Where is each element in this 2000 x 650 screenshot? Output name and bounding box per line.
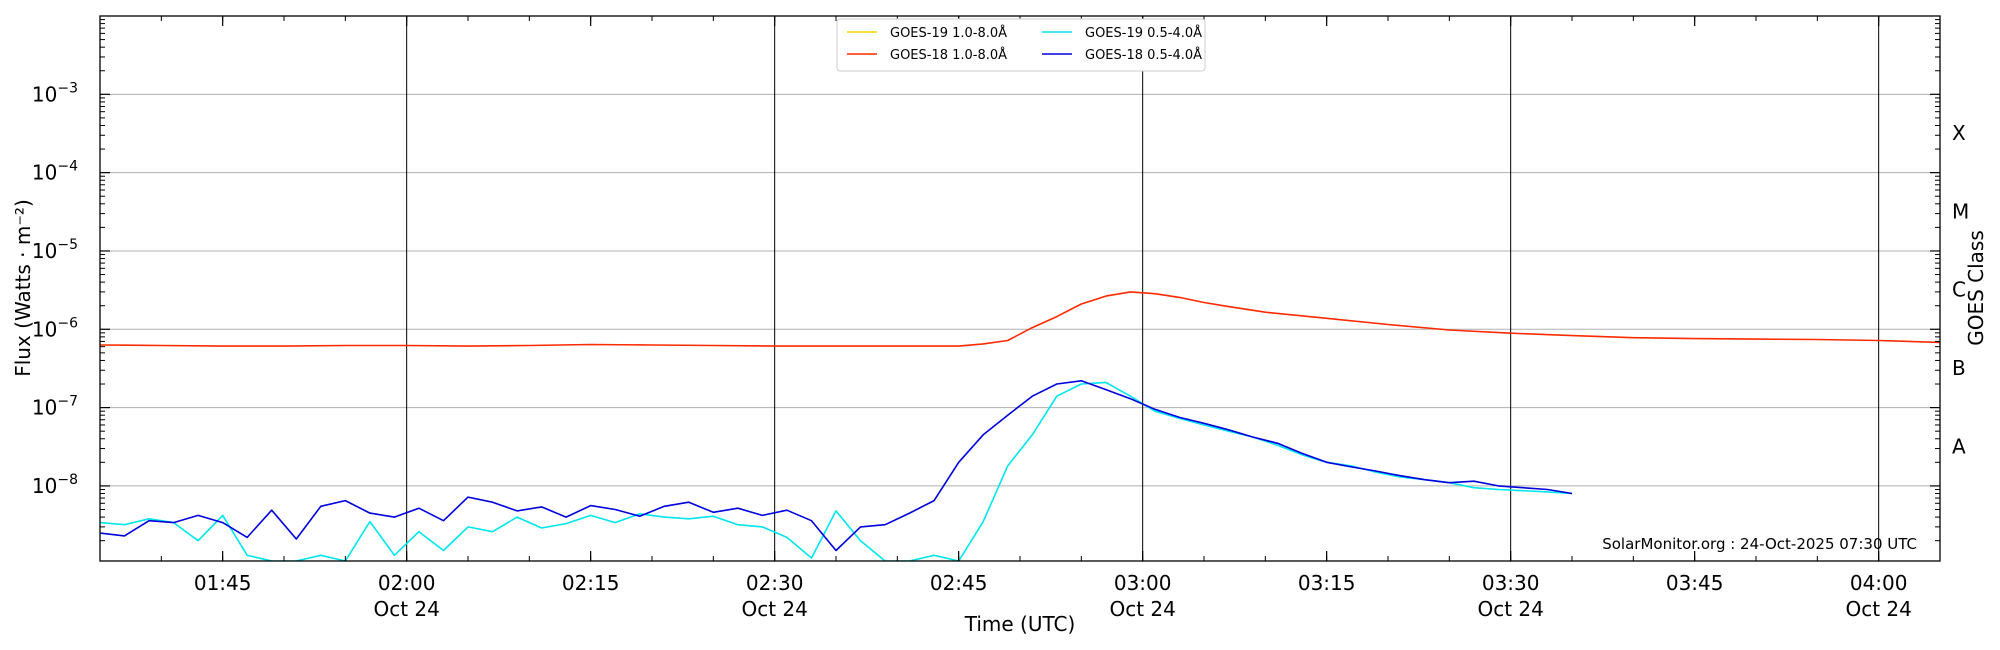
- goes-class-label: X: [1952, 121, 1966, 145]
- x-tick-date: Oct 24: [1845, 597, 1911, 621]
- y2-axis-title: GOES Class: [1964, 230, 1988, 346]
- legend-box: [836, 18, 1206, 72]
- credit-label: SolarMonitor.org : 24-Oct-2025 07:30 UTC: [1602, 535, 1917, 553]
- x-tick-label: 02:00: [378, 571, 436, 595]
- x-tick-label: 03:00: [1114, 571, 1172, 595]
- y-axis-title: Flux (Watts · m⁻²): [11, 199, 35, 377]
- x-tick-label: 04:00: [1850, 571, 1908, 595]
- goes-class-label: A: [1952, 434, 1966, 458]
- y-tick-exponent: −5: [57, 237, 78, 253]
- x-tick-label: 02:45: [930, 571, 988, 595]
- legend: GOES-19 1.0-8.0Å GOES-18 1.0-8.0Å GOES-19 …: [836, 18, 1206, 72]
- legend-label: GOES-18 1.0-8.0Å: [890, 47, 1007, 63]
- series-line-1: [100, 291, 1940, 347]
- y-tick-exponent: −6: [57, 315, 78, 331]
- y-tick-base: 10: [32, 161, 57, 185]
- x-tick-label: 03:45: [1666, 571, 1724, 595]
- x-tick-date: Oct 24: [1109, 597, 1175, 621]
- y-tick-exponent: −7: [57, 394, 78, 410]
- goes-class-label: B: [1952, 356, 1966, 380]
- x-axis-title: Time (UTC): [964, 612, 1076, 636]
- x-tick-label: 02:15: [562, 571, 620, 595]
- y-tick-exponent: −3: [57, 80, 78, 96]
- goes-class-label: C: [1952, 278, 1966, 302]
- x-tick-label: 03:15: [1298, 571, 1356, 595]
- legend-label: GOES-19 1.0-8.0Å: [890, 25, 1007, 41]
- x-tick-date: Oct 24: [741, 597, 807, 621]
- y-tick-label: 10−7: [32, 394, 78, 420]
- y-tick-base: 10: [32, 396, 57, 420]
- y-tick-base: 10: [32, 82, 57, 106]
- y-tick-label: 10−5: [32, 237, 78, 263]
- series-lines: [100, 291, 1940, 561]
- plot-area: [100, 16, 1940, 561]
- x-tick-label: 03:30: [1482, 571, 1540, 595]
- x-tick-label: 01:45: [194, 571, 252, 595]
- y-tick-base: 10: [32, 474, 57, 498]
- y-tick-base: 10: [32, 317, 57, 341]
- legend-label: GOES-18 0.5-4.0Å: [1085, 47, 1202, 63]
- x-tick-date: Oct 24: [373, 597, 439, 621]
- y-tick-label: 10−6: [32, 315, 78, 341]
- goes-class-label: M: [1952, 199, 1969, 223]
- x-tick-date: Oct 24: [1477, 597, 1543, 621]
- y-tick-exponent: −4: [57, 159, 78, 175]
- y-tick-label: 10−4: [32, 159, 78, 185]
- x-tick-label: 02:30: [746, 571, 804, 595]
- series-line-3: [100, 379, 1573, 552]
- y-tick-label: 10−3: [32, 80, 78, 106]
- grid-lines: [100, 16, 1940, 561]
- y-tick-label: 10−8: [32, 472, 78, 498]
- y-tick-base: 10: [32, 239, 57, 263]
- legend-label: GOES-19 0.5-4.0Å: [1085, 25, 1202, 41]
- y-tick-exponent: −8: [57, 472, 78, 488]
